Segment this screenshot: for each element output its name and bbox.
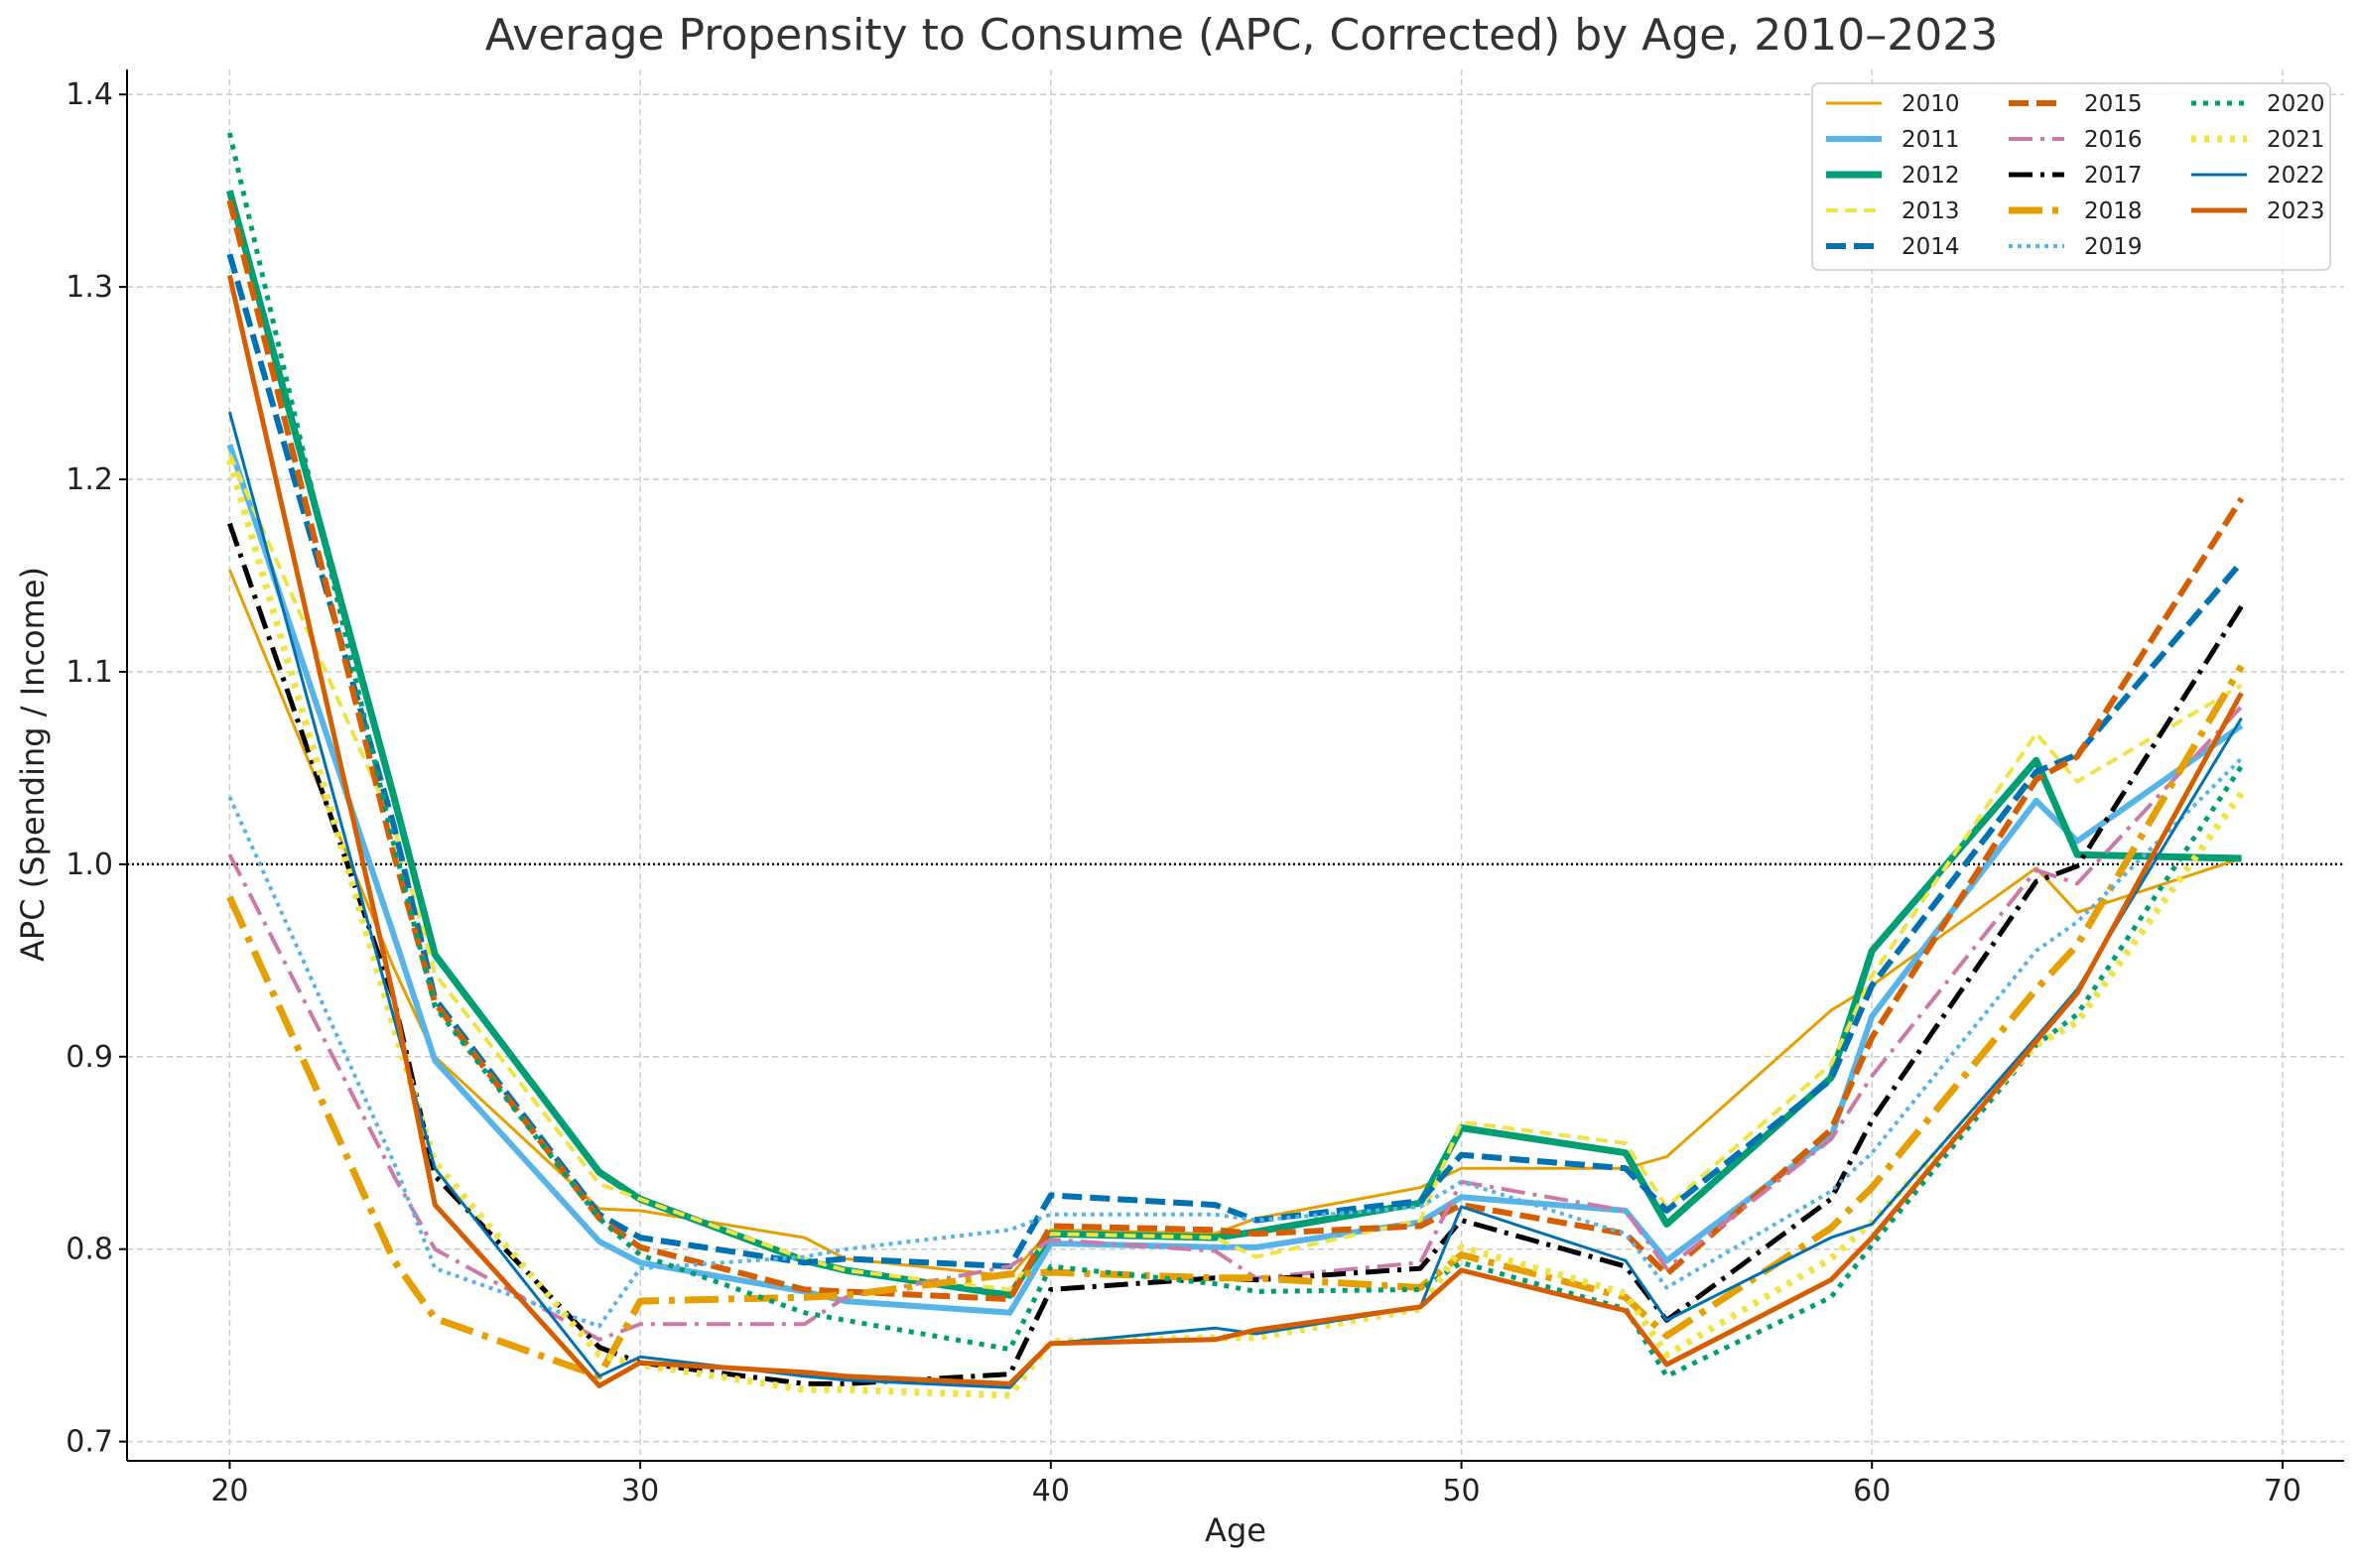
legend-label-2019: 2019 [2084,234,2143,260]
y-axis-label: APC (Spending / Income) [14,567,52,962]
legend-label-2016: 2016 [2084,127,2143,153]
series-line-2019 [227,756,2244,1329]
x-tick-label-40: 40 [1032,1474,1070,1508]
x-tick-label-30: 30 [621,1474,659,1508]
y-tick-label-0.7: 0.7 [66,1425,113,1460]
x-tick-label-50: 50 [1442,1474,1480,1508]
y-tick-label-1.0: 1.0 [66,848,113,882]
series-layer [226,132,2245,1399]
grid-lines [127,69,2344,1461]
y-tick-label-0.9: 0.9 [66,1040,113,1075]
series-line-2015 [226,199,2245,1303]
series-line-2016 [227,705,2244,1342]
y-tick-label-1.1: 1.1 [66,655,113,690]
legend-label-2021: 2021 [2267,127,2325,153]
legend-label-2011: 2011 [1902,127,1960,153]
series-line-2014 [226,253,2244,1270]
legend-label-2018: 2018 [2084,198,2143,224]
x-tick-label-20: 20 [210,1474,248,1508]
tick-labels: 20 30 40 50 60 70 0.7 0.8 0.9 1.0 1.1 1.2 1.3 1.4 [66,77,2301,1508]
legend-label-2010: 2010 [1902,91,1960,117]
legend-label-2023: 2023 [2267,198,2325,224]
x-tick-label-60: 60 [1853,1474,1891,1508]
y-tick-label-1.3: 1.3 [66,270,113,305]
series-line-2013 [227,453,2243,1292]
y-tick-label-0.8: 0.8 [66,1233,113,1267]
chart-title: Average Propensity to Consume (APC, Corr… [485,10,1998,61]
legend-box [1811,82,2331,271]
axes [119,69,2344,1469]
x-tick-label-70: 70 [2264,1474,2301,1508]
legend-label-2014: 2014 [1902,234,1960,260]
x-axis-label: Age [1205,1511,1266,1549]
series-line-2022 [227,411,2243,1389]
y-tick-label-1.4: 1.4 [66,77,113,112]
legend-label-2017: 2017 [2084,163,2143,189]
series-line-2018 [226,664,2245,1380]
legend-label-2020: 2020 [2267,91,2325,117]
series-line-2023 [226,274,2244,1388]
y-tick-label-1.2: 1.2 [66,462,113,497]
legend-label-2012: 2012 [1902,163,1960,189]
legend: 2010 2011 2012 2013 2014 2015 2016 2017 2018 2019… [1811,82,2331,271]
legend-label-2022: 2022 [2267,163,2325,189]
legend-label-2015: 2015 [2084,91,2143,117]
legend-label-2013: 2013 [1902,198,1960,224]
